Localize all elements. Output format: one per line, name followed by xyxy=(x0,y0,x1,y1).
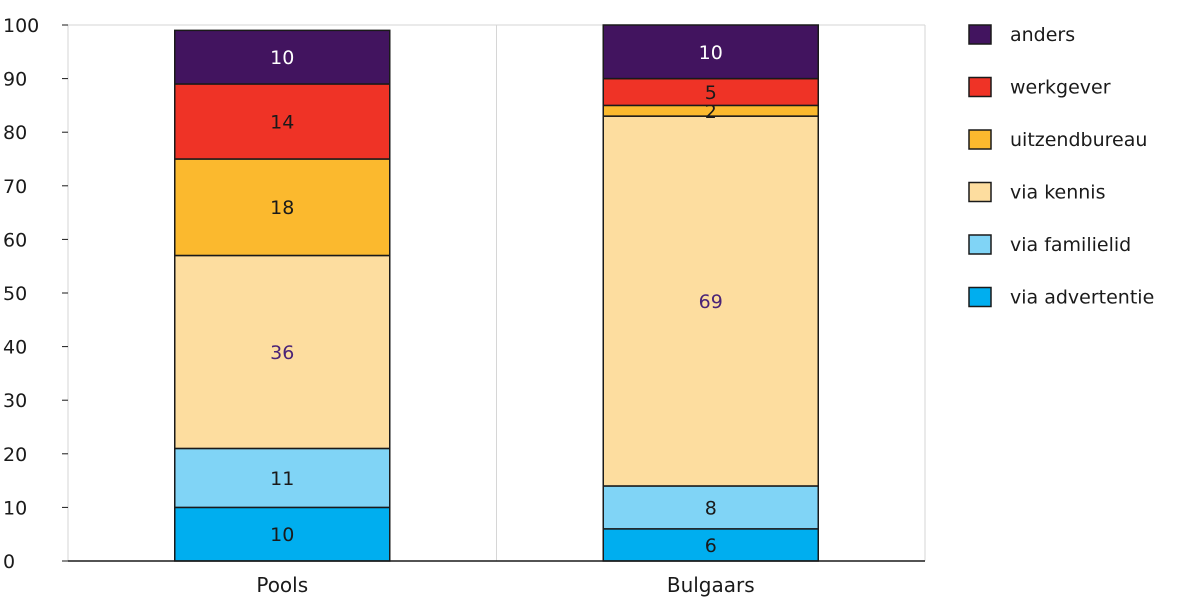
axes: 0 10 20 30 40 50 60 70 80 90 100 Pools Bulgaars xyxy=(3,15,925,597)
legend-item: via kennis xyxy=(968,181,1105,204)
data-label: 2 xyxy=(705,101,717,123)
data-label: 18 xyxy=(270,197,294,219)
y-tick-label: 80 xyxy=(3,122,27,144)
legend-item: uitzendbureau xyxy=(968,129,1147,151)
legend-item: anders xyxy=(968,24,1075,46)
y-tick-label: 100 xyxy=(3,15,39,37)
bars: 10 11 36 18 14 10 6 8 69 25 10 xyxy=(174,24,819,562)
data-label: 5 xyxy=(705,82,717,104)
data-label: 10 xyxy=(270,47,294,69)
bar-segment xyxy=(602,485,819,530)
bar-segment xyxy=(174,29,391,85)
bar-segment xyxy=(174,83,391,160)
data-label: 10 xyxy=(699,42,723,64)
bar-segment xyxy=(602,115,819,487)
legend-label: anders xyxy=(1010,24,1075,46)
data-label: 11 xyxy=(270,468,294,490)
legend-swatch xyxy=(968,24,992,45)
legend-label: via advertentie xyxy=(1010,287,1154,309)
y-tick-label: 70 xyxy=(3,176,27,198)
bar-segment xyxy=(174,158,391,257)
bar-segment xyxy=(602,77,819,107)
bar-segment xyxy=(174,254,391,450)
x-tick-label: Bulgaars xyxy=(667,573,755,597)
legend-item: werkgever xyxy=(968,76,1111,99)
legend: anders werkgever uitzendbureau via kennis vi… xyxy=(968,24,1154,309)
legend-swatch xyxy=(968,76,992,98)
y-tick-label: 40 xyxy=(3,337,27,359)
y-tick-label: 90 xyxy=(3,69,27,91)
y-tick-label: 50 xyxy=(3,283,27,305)
data-label: 69 xyxy=(699,291,723,313)
y-tick-label: 20 xyxy=(3,444,27,466)
legend-label: werkgever xyxy=(1010,77,1111,99)
data-label: 10 xyxy=(270,524,294,546)
y-tick-label: 10 xyxy=(3,497,27,519)
legend-label: via kennis xyxy=(1010,182,1105,204)
legend-swatch xyxy=(968,181,992,203)
legend-label: via familielid xyxy=(1010,234,1131,256)
y-tick-label: 30 xyxy=(3,390,27,412)
legend-swatch xyxy=(968,129,992,150)
x-tick-label: Pools xyxy=(256,573,308,597)
data-label: 6 xyxy=(705,535,717,557)
bar-segment xyxy=(602,528,819,562)
data-label: 14 xyxy=(270,111,294,133)
y-tick-label: 0 xyxy=(3,551,15,573)
data-label: 8 xyxy=(705,497,717,519)
y-tick-label: 60 xyxy=(3,229,27,251)
legend-item: via familielid xyxy=(968,234,1131,256)
legend-label: uitzendbureau xyxy=(1010,129,1147,151)
legend-swatch xyxy=(968,234,992,255)
data-label: 36 xyxy=(270,342,294,364)
legend-item: via advertentie xyxy=(968,286,1154,309)
bar-segment xyxy=(174,506,391,562)
legend-swatch xyxy=(968,286,992,308)
bar-segment xyxy=(602,24,819,80)
